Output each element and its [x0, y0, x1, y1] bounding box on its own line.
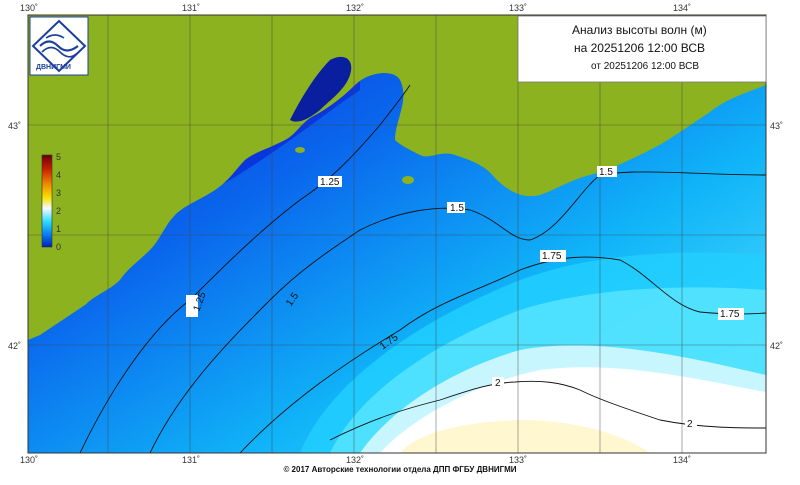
contour-label: 1.5 [450, 203, 464, 214]
lon-label: 132˚ [346, 455, 364, 465]
grid-lines [28, 15, 766, 453]
lon-label: 130˚ [20, 455, 38, 465]
title-line-1: Анализ высоты волн (м) [572, 23, 707, 37]
title-box: Анализ высоты волн (м) на 20251206 12:00… [517, 15, 767, 83]
lon-label: 130˚ [20, 3, 38, 13]
contour-label: 2 [687, 419, 693, 430]
colorbar-label: 5 [56, 152, 61, 162]
logo: ДВНИГМИ [29, 16, 89, 76]
colorbar-label: 3 [56, 188, 61, 198]
contour-label: 1.75 [720, 309, 740, 320]
lat-label: 43˚ [770, 121, 783, 131]
contour-label: 2 [495, 378, 501, 389]
lon-labels-bottom: 130˚ 131˚ 132˚ 133˚ 134˚ [20, 455, 691, 465]
lat-label: 42˚ [8, 341, 21, 351]
contour-labels: 1.25 1.25 1.5 1.5 1.5 1.75 1.75 1.75 2 2 [186, 166, 744, 430]
lat-label: 43˚ [8, 121, 21, 131]
colorbar-label: 2 [56, 206, 61, 216]
lon-labels-top: 130˚ 131˚ 132˚ 133˚ 134˚ [20, 3, 691, 13]
lon-label: 131˚ [182, 455, 200, 465]
colorbar: 5 4 3 2 1 0 [41, 152, 61, 252]
land-area [28, 15, 766, 340]
contour-label: 1.25 [320, 177, 340, 188]
lon-label: 132˚ [346, 3, 364, 13]
colorbar-label: 1 [56, 224, 61, 234]
contour-label: 1.75 [542, 251, 562, 262]
lat-labels: 43˚ 42˚ 43˚ 42˚ [8, 121, 783, 351]
colorbar-label: 0 [56, 242, 61, 252]
colorbar-label: 4 [56, 170, 61, 180]
logo-text: ДВНИГМИ [36, 64, 71, 71]
lon-label: 134˚ [673, 455, 691, 465]
lon-label: 133˚ [509, 3, 527, 13]
contour-label: 1.5 [599, 167, 613, 178]
lon-label: 134˚ [673, 3, 691, 13]
title-line-2: на 20251206 12:00 ВСВ [574, 41, 705, 55]
colorbar-gradient [41, 154, 53, 248]
lat-label: 42˚ [770, 341, 783, 351]
lon-label: 133˚ [509, 455, 527, 465]
title-line-3: от 20251206 12:00 ВСВ [591, 61, 699, 72]
map-frame [27, 14, 767, 454]
footer-credit: © 2017 Авторские технологии отдела ДПП Ф… [283, 465, 517, 474]
lon-label: 131˚ [182, 3, 200, 13]
